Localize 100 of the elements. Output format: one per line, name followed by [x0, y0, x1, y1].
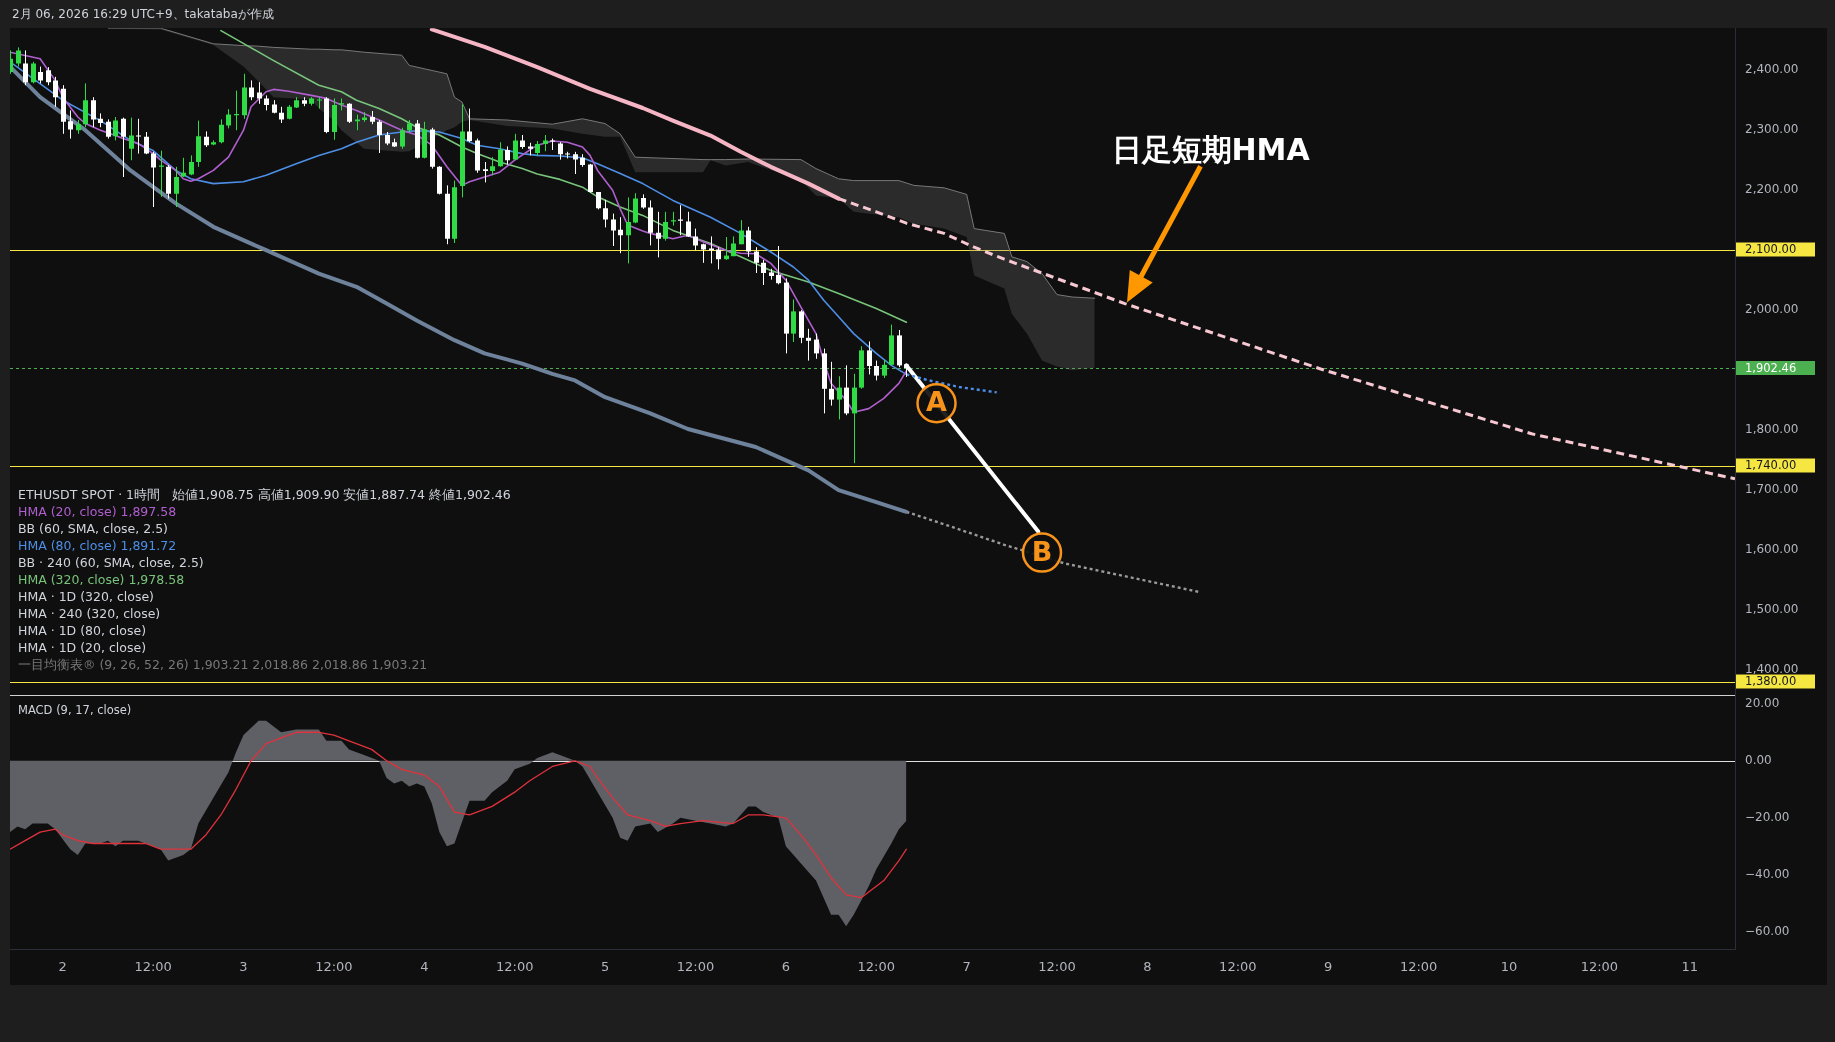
candlestick: [249, 79, 254, 101]
candlestick: [16, 46, 21, 67]
y-tick-label: 2,200.00: [1745, 181, 1799, 196]
text: 始値1,908.75 高値1,909.90 安値1,887.74 終値1,902.46: [172, 486, 511, 502]
candlestick: [633, 192, 638, 224]
candlestick: [498, 141, 503, 168]
candlestick: [151, 151, 156, 208]
annotation: BB (60, SMA, close, 2.5): [18, 520, 168, 536]
x-tick-label: 12:00: [1038, 958, 1076, 974]
x-tick-label: 11: [1681, 958, 1699, 974]
candlestick: [626, 196, 631, 264]
candlestick: [693, 227, 698, 251]
candlestick: [483, 161, 488, 183]
x-tick-label: 10: [1500, 958, 1518, 974]
candlestick: [53, 76, 58, 108]
y-tick-label: 1,500.00: [1745, 601, 1799, 616]
candlestick: [603, 199, 608, 228]
y-tick-label: 2,400.00: [1745, 61, 1799, 76]
text: MACD (9, 17, close): [18, 703, 132, 718]
candlestick: [806, 328, 811, 361]
y-tick-label: 0.00: [1745, 752, 1772, 767]
x-tick-label: 12:00: [134, 958, 172, 974]
candlestick: [776, 245, 781, 285]
candlestick: [874, 359, 879, 381]
candlestick: [709, 235, 714, 264]
x-tick-label: 12:00: [1580, 958, 1619, 974]
candlestick: [746, 226, 751, 258]
text: ETHUSDT SPOT · 1時間: [18, 486, 161, 502]
y-tick-label: −60.00: [1745, 923, 1790, 938]
candlestick: [83, 82, 88, 128]
candlestick: [317, 96, 322, 109]
x-tick-label: 12:00: [1399, 958, 1438, 974]
y-tick-label: −20.00: [1745, 809, 1790, 824]
candlestick: [656, 211, 661, 258]
x-tick-label: 6: [781, 958, 791, 974]
candlestick: [31, 61, 36, 84]
y-tick-label: 1,800.00: [1745, 421, 1799, 436]
candlestick: [754, 246, 759, 274]
text: HMA (320, close) 1,978.58: [18, 571, 185, 587]
candlestick: [219, 118, 224, 144]
y-tick-label: 20.00: [1745, 695, 1780, 710]
candlestick: [814, 332, 819, 360]
candlestick: [686, 211, 691, 238]
candlestick: [716, 246, 721, 270]
y-tick-label: 1,600.00: [1745, 541, 1799, 556]
x-tick-label: 12:00: [676, 958, 715, 974]
candlestick: [867, 340, 872, 375]
candlestick: [761, 259, 766, 286]
candlestick: [791, 298, 796, 343]
line-series: [837, 196, 1735, 481]
x-tick-label: 8: [1143, 958, 1152, 974]
candlestick: [400, 127, 405, 150]
candlestick: [573, 151, 578, 175]
ref-line-label: 1,380.00: [1745, 673, 1797, 688]
candlestick: [91, 96, 96, 128]
candlestick: [121, 116, 126, 178]
candlestick: [136, 118, 141, 154]
candlestick: [467, 107, 472, 143]
annotation: 日足短期HMA: [1111, 131, 1310, 168]
y-tick-label: 2,300.00: [1745, 121, 1799, 136]
candlestick: [829, 361, 834, 406]
text: 2月 06, 2026 16:29 UTC+9、takatabaが作成: [12, 6, 274, 22]
x-tick-label: 12:00: [1219, 958, 1257, 974]
x-tick-label: 12:00: [495, 958, 534, 974]
y-tick-label: 1,400.00: [1745, 661, 1799, 676]
text: HMA (80, close) 1,891.72: [18, 537, 177, 553]
candlestick: [106, 118, 111, 139]
ref-line-label: 1,902.46: [1745, 360, 1797, 375]
candlestick: [663, 211, 668, 241]
y-tick-label: 1,700.00: [1745, 481, 1799, 496]
candlestick: [347, 102, 352, 124]
x-tick-label: 2: [58, 958, 67, 974]
candlestick: [129, 116, 134, 161]
candlestick: [618, 216, 623, 254]
candlestick: [837, 375, 842, 420]
x-tick-label: 4: [420, 958, 429, 974]
annotation: HMA · 1D (80, close): [18, 622, 147, 638]
x-tick-label: 3: [239, 958, 248, 974]
annotation: BB · 240 (60, SMA, close, 2.5): [18, 554, 204, 570]
x-tick-label: 9: [1324, 958, 1333, 974]
y-tick-label: 2,000.00: [1745, 301, 1799, 316]
candlestick: [113, 116, 118, 141]
ref-line-label: 2,100.00: [1745, 241, 1797, 256]
candlestick: [513, 133, 518, 161]
x-tick-label: 7: [962, 958, 971, 974]
x-tick-label: 12:00: [857, 958, 895, 974]
x-tick-label: 12:00: [315, 958, 353, 974]
annotation: HMA · 240 (320, close): [18, 605, 161, 621]
x-tick-label: 5: [600, 958, 610, 974]
annotation: A: [926, 386, 948, 418]
y-tick-label: −40.00: [1745, 866, 1790, 881]
text: HMA (20, close) 1,897.58: [18, 503, 177, 519]
candlestick: [611, 212, 616, 247]
candlestick: [226, 108, 231, 129]
annotation: HMA · 1D (320, close): [18, 588, 154, 604]
ref-line-label: 1,740.00: [1745, 457, 1797, 472]
candlestick: [174, 166, 179, 208]
candlestick: [257, 81, 262, 105]
annotation: HMA · 1D (20, close): [18, 639, 147, 655]
annotation: B: [1031, 535, 1053, 567]
